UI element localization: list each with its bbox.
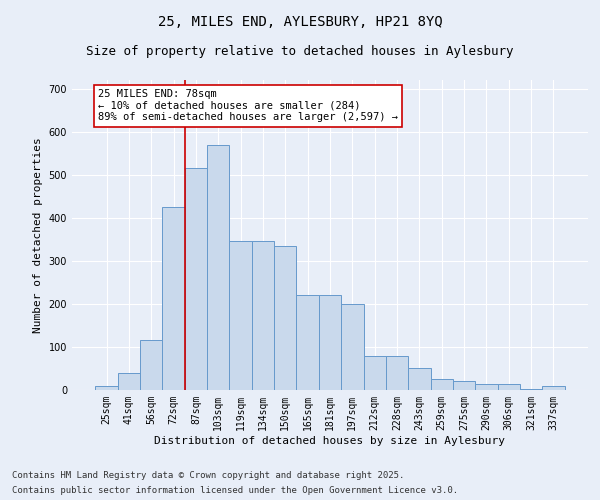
Text: Contains HM Land Registry data © Crown copyright and database right 2025.: Contains HM Land Registry data © Crown c… <box>12 471 404 480</box>
Bar <box>431 379 453 390</box>
Text: Size of property relative to detached houses in Aylesbury: Size of property relative to detached ho… <box>86 45 514 58</box>
Bar <box>274 246 296 390</box>
Text: 25 MILES END: 78sqm
← 10% of detached houses are smaller (284)
89% of semi-detac: 25 MILES END: 78sqm ← 10% of detached ho… <box>98 90 398 122</box>
Bar <box>296 296 319 390</box>
Bar <box>319 296 341 390</box>
Text: Contains public sector information licensed under the Open Government Licence v3: Contains public sector information licen… <box>12 486 458 495</box>
Bar <box>207 144 229 390</box>
Bar <box>252 242 274 390</box>
Text: 25, MILES END, AYLESBURY, HP21 8YQ: 25, MILES END, AYLESBURY, HP21 8YQ <box>158 15 442 29</box>
Bar <box>520 388 542 390</box>
Y-axis label: Number of detached properties: Number of detached properties <box>33 137 43 333</box>
Bar <box>229 242 252 390</box>
Bar <box>364 356 386 390</box>
Bar <box>140 340 163 390</box>
Bar <box>386 356 408 390</box>
Bar <box>408 368 431 390</box>
Bar <box>475 384 497 390</box>
Bar <box>185 168 207 390</box>
Bar <box>497 384 520 390</box>
X-axis label: Distribution of detached houses by size in Aylesbury: Distribution of detached houses by size … <box>155 436 505 446</box>
Bar <box>95 386 118 390</box>
Bar <box>542 386 565 390</box>
Bar <box>163 207 185 390</box>
Bar <box>453 382 475 390</box>
Bar <box>118 373 140 390</box>
Bar <box>341 304 364 390</box>
